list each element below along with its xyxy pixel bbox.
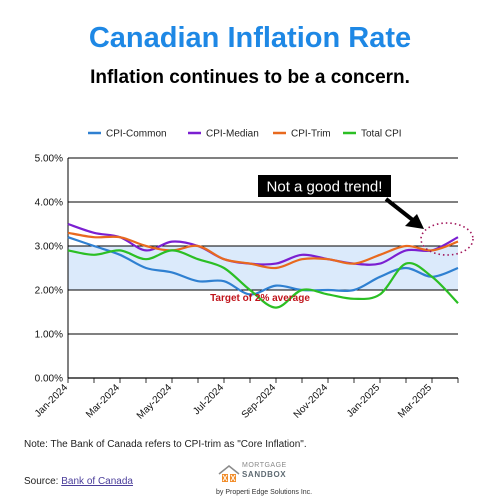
x-tick-label: Mar-2025 — [396, 382, 434, 420]
logo-byline: by Properti Edge Solutions Inc. — [216, 489, 313, 496]
target-label: Target of 2% average — [210, 293, 310, 304]
y-tick-label: 2.00% — [35, 286, 63, 297]
house-logo-icon — [218, 465, 240, 482]
legend-label-cpi-common: CPI-Common — [106, 129, 167, 140]
highlight-ellipse — [420, 222, 474, 256]
page-title: Canadian Inflation Rate — [88, 22, 412, 54]
x-tick-label: Jul-2024 — [191, 382, 226, 417]
x-tick-label: Nov-2024 — [292, 382, 331, 421]
footnote: Note: The Bank of Canada refers to CPI-t… — [24, 439, 307, 450]
trend-callout-box — [258, 175, 391, 197]
series-line-cpi-trim — [67, 231, 459, 270]
mortgage-sandbox-logo: MORTGAGE SANDBOX by Properti Edge Soluti… — [216, 462, 313, 496]
y-tick-label: 0.00% — [35, 374, 63, 385]
x-tick-label: May-2024 — [135, 382, 175, 422]
trend-arrow-head — [405, 214, 424, 229]
source-line: Source: Bank of Canada — [24, 476, 133, 487]
series-line-cpi-median — [67, 222, 459, 266]
x-tick-label: Jan-2024 — [33, 382, 71, 420]
y-tick-label: 4.00% — [35, 198, 63, 209]
x-tick-label: Jan-2025 — [345, 382, 383, 420]
trend-arrow-shaft — [384, 197, 416, 223]
x-tick-label: Sep-2024 — [240, 382, 279, 421]
target-band — [68, 246, 458, 290]
y-tick-label: 3.00% — [35, 242, 63, 253]
x-tick-label: Mar-2024 — [84, 382, 122, 420]
source-link[interactable]: Bank of Canada — [61, 476, 133, 487]
legend-label-cpi-median: CPI-Median — [206, 129, 259, 140]
y-tick-label: 5.00% — [35, 154, 63, 165]
inflation-line-chart: 0.00% 1.00% 2.00% 3.00% 4.00% 5.00% Jan-2024 Ma… — [33, 129, 474, 422]
legend-label-cpi-trim: CPI-Trim — [291, 129, 331, 140]
page-subtitle: Inflation continues to be a concern. — [90, 67, 410, 88]
y-tick-label: 1.00% — [35, 330, 63, 341]
series-line-total-cpi — [67, 249, 459, 309]
source-prefix: Source: — [24, 476, 62, 487]
trend-callout-label: Not a good trend! — [267, 179, 383, 196]
legend-label-total-cpi: Total CPI — [361, 129, 402, 140]
series-line-cpi-common — [67, 236, 459, 296]
